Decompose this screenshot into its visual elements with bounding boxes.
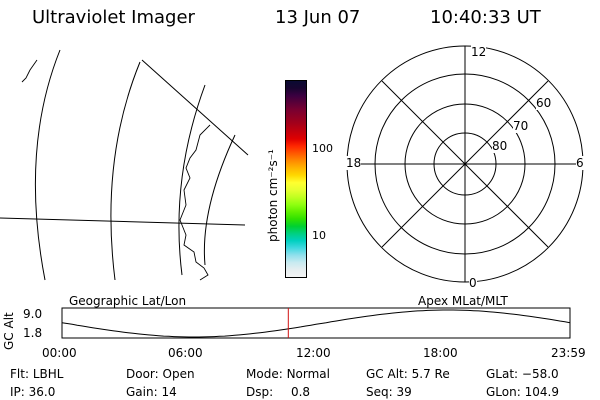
time-label: 10:40:33 UT bbox=[430, 7, 541, 28]
timeline-xtick-1: 06:00 bbox=[168, 346, 203, 360]
colorbar-tick-10: 10 bbox=[312, 229, 326, 242]
latitude-arc bbox=[178, 84, 206, 276]
polar-label-left: 18 bbox=[346, 156, 362, 170]
meridian-line bbox=[0, 217, 246, 226]
status-dsp: Dsp: 0.8 bbox=[246, 385, 311, 399]
timeline-xtick-4: 23:59 bbox=[551, 346, 586, 360]
latitude-arc bbox=[203, 134, 236, 266]
status-ip: IP: 36.0 bbox=[10, 385, 56, 399]
polar-diagonal bbox=[381, 80, 549, 248]
status-gc-alt: GC Alt: 5.7 Re bbox=[366, 367, 450, 381]
polar-label-bottom: 0 bbox=[469, 276, 477, 290]
timeline-axis-label: GC Alt bbox=[2, 312, 16, 350]
timeline-left-title: Geographic Lat/Lon bbox=[69, 294, 187, 308]
colorbar bbox=[285, 80, 307, 278]
meridian-line bbox=[141, 59, 249, 156]
status-seq: Seq: 39 bbox=[366, 385, 412, 399]
colorbar-tick-100: 100 bbox=[312, 142, 333, 155]
polar-grid bbox=[346, 45, 584, 283]
polar-ring-label-70: 70 bbox=[513, 119, 529, 133]
status-door: Door: Open bbox=[126, 367, 195, 381]
timeline-ytick-min: 1.8 bbox=[23, 326, 43, 340]
status-glon: GLon: 104.9 bbox=[486, 385, 559, 399]
geographic-map bbox=[0, 49, 249, 281]
polar-ring-label-80: 80 bbox=[492, 139, 508, 153]
date-label: 13 Jun 07 bbox=[275, 7, 361, 28]
altitude-curve bbox=[61, 309, 571, 338]
polar-label-right: 6 bbox=[576, 156, 584, 170]
latitude-arc bbox=[110, 61, 141, 281]
timeline-plot bbox=[61, 307, 571, 339]
page-title: Ultraviolet Imager bbox=[32, 7, 195, 28]
polar-label-top: 12 bbox=[471, 45, 487, 59]
status-mode: Mode: Normal bbox=[246, 367, 330, 381]
timeline-right-title: Apex MLat/MLT bbox=[418, 294, 508, 308]
timeline-xtick-3: 18:00 bbox=[423, 346, 458, 360]
timeline-ytick-max: 9.0 bbox=[23, 307, 43, 321]
polar-ring-label-60: 60 bbox=[536, 96, 552, 110]
colorbar-unit-label: photon cm⁻²s⁻¹ bbox=[266, 149, 280, 242]
status-gain: Gain: 14 bbox=[126, 385, 177, 399]
coastline bbox=[21, 59, 211, 281]
status-glat: GLat: −58.0 bbox=[486, 367, 559, 381]
timeline-xtick-2: 12:00 bbox=[296, 346, 331, 360]
timeline-xtick-0: 00:00 bbox=[42, 346, 77, 360]
status-filter: Flt: LBHL bbox=[10, 367, 64, 381]
latitude-arc bbox=[34, 49, 61, 281]
